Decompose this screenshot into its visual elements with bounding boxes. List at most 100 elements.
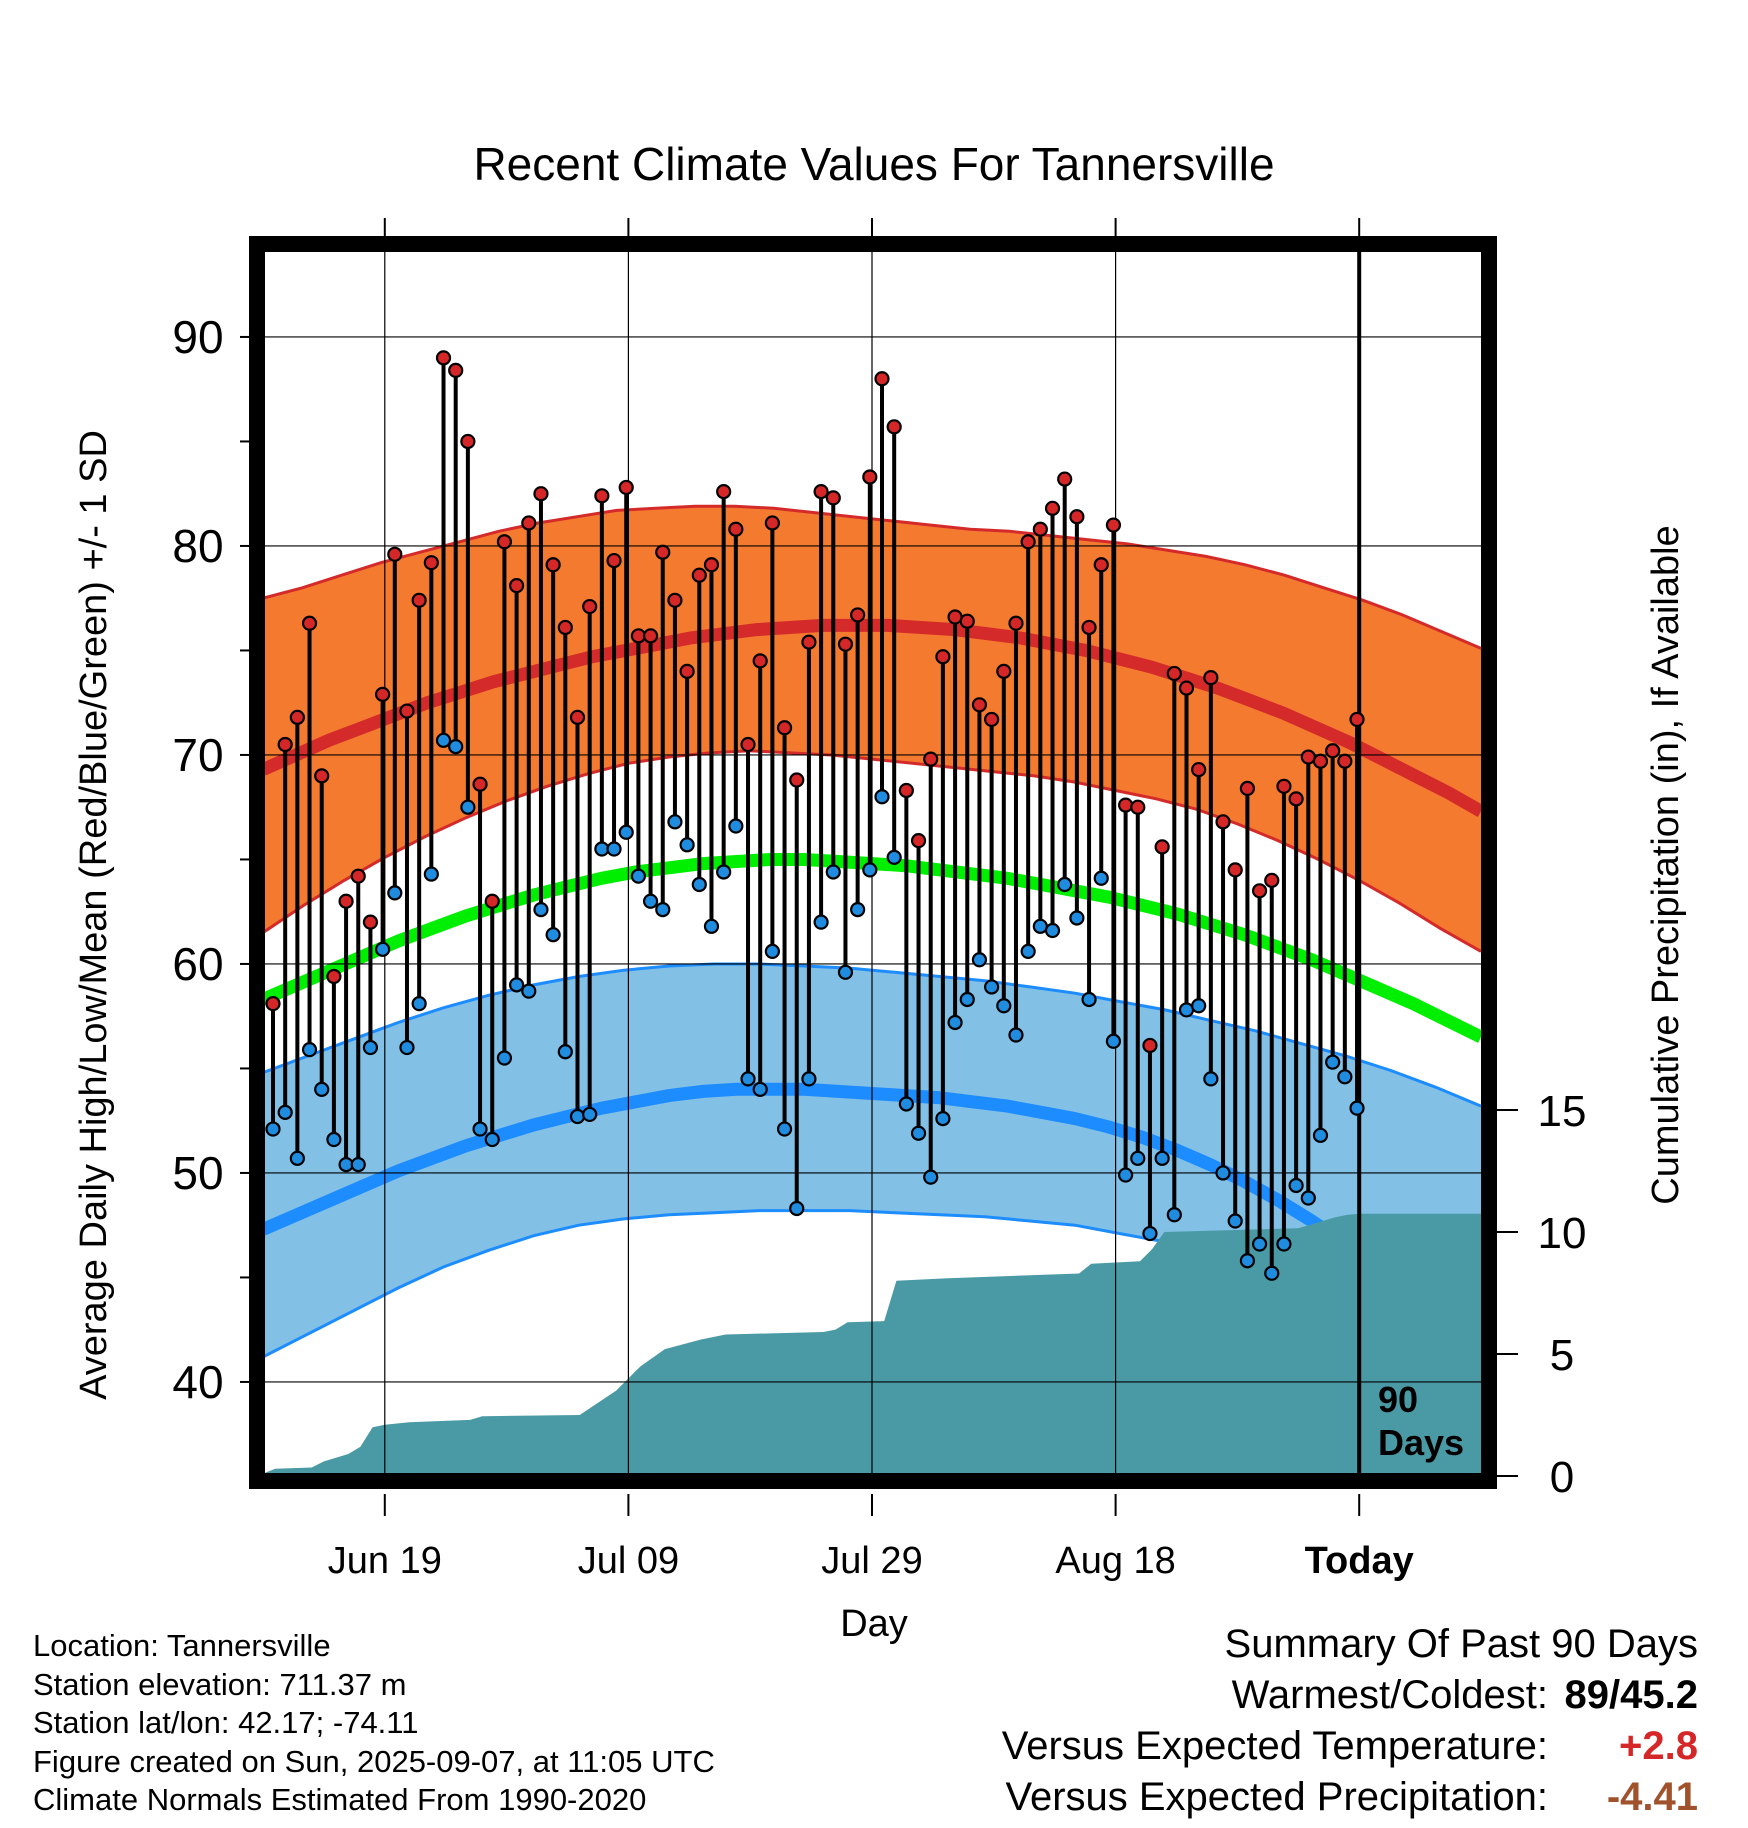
daily-high-point-67: [1081, 619, 1097, 636]
daily-low-point-4: [314, 1081, 330, 1097]
daily-low-point-40: [752, 1081, 768, 1097]
daily-low-point-54: [923, 1169, 939, 1185]
daily-low-point-47: [837, 964, 854, 980]
daily-low-point-49: [862, 862, 878, 878]
daily-low-point-6: [338, 1156, 354, 1173]
x-axis-label: Day: [840, 1603, 908, 1645]
daily-high-point-50: [874, 371, 890, 387]
daily-low-point-38: [728, 818, 744, 834]
precip-vs-expected-value: -4.41: [1606, 1775, 1698, 1819]
daily-low-point-66: [1069, 910, 1085, 926]
daily-high-point-5: [326, 968, 342, 985]
y-left-tick-label-90: 90: [172, 311, 223, 363]
daily-high-point-78: [1215, 814, 1231, 830]
daily-high-point-46: [825, 490, 841, 506]
daily-low-point-28: [606, 841, 622, 857]
daily-high-point-35: [691, 567, 707, 583]
daily-low-point-21: [521, 983, 537, 999]
daily-low-point-71: [1130, 1150, 1146, 1166]
daily-low-point-77: [1203, 1071, 1219, 1087]
daily-low-point-9: [375, 941, 391, 957]
daily-high-point-17: [472, 776, 488, 792]
daily-high-point-33: [667, 592, 683, 608]
info-normals: Climate Normals Estimated From 1990-2020: [33, 1782, 647, 1817]
daily-high-point-29: [618, 479, 634, 496]
daily-low-point-86: [1312, 1127, 1329, 1143]
daily-high-point-62: [1020, 534, 1036, 550]
daily-high-point-44: [801, 634, 817, 650]
daily-high-point-34: [679, 663, 695, 679]
daily-low-point-60: [996, 998, 1012, 1014]
daily-high-point-88: [1337, 753, 1353, 769]
daily-high-point-73: [1154, 839, 1170, 855]
summary-panel: Summary Of Past 90 Days Warmest/Coldest:…: [1002, 1622, 1698, 1826]
daily-low-point-46: [825, 864, 841, 880]
daily-low-point-63: [1032, 918, 1048, 934]
daily-low-point-42: [776, 1121, 793, 1137]
daily-low-point-24: [557, 1044, 573, 1060]
plot-frame: [249, 236, 1497, 1489]
daily-low-point-20: [508, 977, 525, 993]
daily-high-point-81: [1251, 883, 1268, 899]
daily-high-point-43: [789, 772, 805, 788]
temp-vs-expected-value: +2.8: [1619, 1724, 1698, 1768]
daily-low-point-2: [289, 1150, 305, 1166]
daily-high-point-14: [435, 350, 452, 366]
daily-high-point-76: [1191, 761, 1207, 778]
daily-high-point-47: [837, 636, 854, 652]
daily-high-point-80: [1239, 780, 1256, 796]
daily-high-point-9: [375, 686, 391, 702]
y-right-tick-label-15: 15: [1538, 1087, 1587, 1136]
daily-high-point-75: [1178, 680, 1195, 696]
daily-high-point-56: [947, 609, 963, 625]
daily-high-point-51: [886, 419, 902, 435]
daily-low-point-18: [484, 1131, 500, 1148]
daily-low-point-48: [850, 902, 866, 918]
daily-high-point-52: [898, 782, 914, 799]
daily-low-point-10: [387, 885, 403, 901]
daily-high-point-57: [959, 613, 975, 629]
daily-high-point-86: [1312, 753, 1329, 769]
plot-area: [263, 250, 1483, 1475]
daily-high-point-12: [411, 592, 427, 608]
daily-low-point-74: [1166, 1207, 1182, 1223]
daily-low-point-89: [1349, 1100, 1365, 1116]
daily-low-point-7: [350, 1156, 366, 1173]
daily-low-point-45: [813, 914, 829, 930]
info-latlon: Station lat/lon: 42.17; -74.11: [33, 1705, 419, 1740]
daily-low-point-69: [1105, 1033, 1122, 1049]
daily-high-point-28: [606, 552, 622, 569]
daily-low-point-3: [301, 1042, 318, 1058]
y-left-tick-label-70: 70: [172, 729, 223, 781]
daily-low-point-39: [740, 1071, 756, 1087]
daily-high-point-53: [910, 833, 927, 849]
daily-high-point-10: [387, 546, 403, 562]
daily-low-point-41: [764, 943, 780, 960]
y-axis-label-left: Average Daily High/Low/Mean (Red/Blue/Gr…: [73, 430, 115, 1400]
daily-low-point-78: [1215, 1165, 1231, 1181]
daily-high-point-0: [265, 996, 281, 1012]
daily-high-point-18: [484, 893, 500, 909]
daily-high-point-72: [1142, 1037, 1158, 1054]
daily-high-point-2: [289, 709, 305, 725]
daily-low-point-14: [435, 732, 452, 748]
daily-low-point-72: [1142, 1225, 1158, 1242]
daily-high-point-8: [362, 914, 379, 930]
daily-high-point-7: [350, 868, 366, 884]
daily-high-point-83: [1276, 778, 1292, 794]
daily-high-point-30: [630, 628, 647, 644]
daily-low-point-0: [265, 1121, 281, 1137]
daily-high-point-15: [448, 362, 464, 378]
warm-cold-label: Warmest/Coldest:: [1231, 1673, 1548, 1717]
y-axis-label-right: Cumulative Precipitation (in), If Availa…: [1645, 525, 1687, 1204]
daily-low-point-16: [460, 799, 476, 815]
daily-high-point-74: [1166, 665, 1182, 682]
daily-low-point-15: [448, 738, 464, 755]
daily-high-point-85: [1300, 749, 1316, 765]
daily-low-point-88: [1337, 1069, 1353, 1085]
x-tick-label-jul-09: Jul 09: [578, 1540, 679, 1582]
x-tick-label-jul-29: Jul 29: [821, 1540, 922, 1582]
daily-low-point-85: [1300, 1190, 1316, 1206]
daily-high-point-40: [752, 653, 768, 669]
daily-low-point-19: [496, 1050, 513, 1066]
